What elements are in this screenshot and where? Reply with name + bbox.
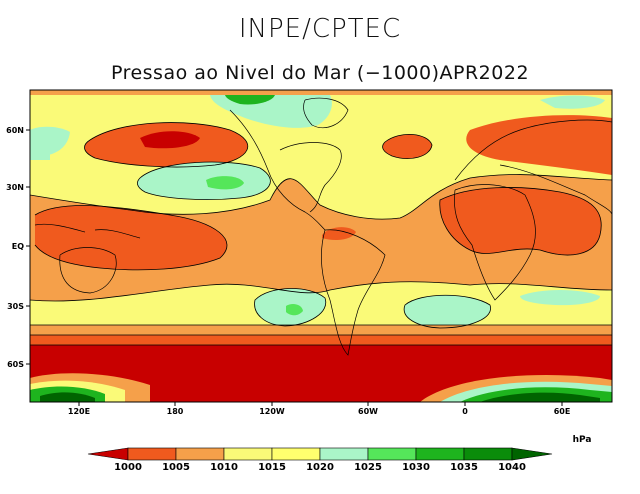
colorbar-swatch: [127, 447, 177, 461]
lat-label-30n: 30N: [6, 183, 24, 192]
field-1020-west-atlantic: [30, 139, 50, 160]
colorbar-label: 1035: [450, 462, 478, 473]
colorbar-label: 1005: [162, 462, 190, 473]
field-antarctic-high-east-4: [480, 392, 600, 402]
field-1005-africa: [439, 187, 602, 255]
colorbar-swatch: [319, 447, 369, 461]
lat-label-30s: 30S: [7, 302, 24, 311]
field-1010-south: [30, 325, 612, 337]
field-1000-aleutian: [140, 131, 200, 149]
lon-label-0: 0: [462, 407, 468, 416]
map-title: Pressao ao Nivel do Mar (−1000)APR2022: [110, 62, 530, 84]
lon-label-60e: 60E: [554, 407, 571, 416]
south-america-coast: [321, 229, 386, 356]
colorbar-label: 1025: [354, 462, 382, 473]
lon-label-60w: 60W: [358, 407, 378, 416]
australia-coast: [59, 247, 117, 294]
field-1020-south-indian: [520, 290, 600, 306]
field-1025-pacific-high: [206, 176, 244, 190]
lat-label-eq: EQ: [12, 242, 24, 251]
colorbar-under-triangle: [87, 447, 129, 461]
agency-title: INPE/CPTEC: [238, 14, 402, 44]
north-america-coast: [229, 109, 342, 231]
colorbar-label: 1020: [306, 462, 334, 473]
colorbar-label: 1015: [258, 462, 286, 473]
field-1025-south-pacific: [286, 303, 303, 316]
lon-label-120w: 120W: [259, 407, 285, 416]
field-1005-south: [30, 335, 612, 347]
field-1020-pacific-high: [137, 162, 271, 200]
colorbar: hPa 1000 1005 1010 1015 1020 1025 1030 1035 1040: [87, 435, 592, 473]
field-antarctic-high-west-4: [40, 392, 95, 402]
colorbar-label: 1040: [498, 462, 526, 473]
lat-label-60n: 60N: [6, 126, 24, 135]
colorbar-swatch: [175, 447, 225, 461]
lat-label-60s: 60S: [7, 360, 24, 369]
field-1005-siberia: [466, 115, 612, 175]
colorbar-swatch: [415, 447, 465, 461]
field-1020-arctic: [540, 95, 605, 109]
lat-axis: 60N 30N EQ 30S 60S: [6, 126, 30, 369]
colorbar-swatch: [223, 447, 273, 461]
colorbar-swatch: [367, 447, 417, 461]
colorbar-swatch: [271, 447, 321, 461]
africa-coast: [454, 184, 536, 301]
colorbar-unit: hPa: [573, 435, 592, 445]
pressure-field: [30, 90, 612, 402]
eurasia-coast: [454, 119, 612, 216]
field-1005-amazon: [322, 227, 356, 240]
isobars: [30, 122, 612, 346]
colorbar-label: 1010: [210, 462, 238, 473]
field-1020-south-atlantic: [404, 295, 491, 328]
field-1005-icelandic: [382, 134, 432, 159]
coastlines: [34, 97, 612, 356]
field-1005-pacific-west: [35, 205, 227, 270]
colorbar-label: 1000: [114, 462, 142, 473]
indonesia-coast: [34, 223, 141, 239]
colorbar-over-triangle: [511, 447, 553, 461]
field-1030-arctic: [225, 95, 275, 105]
colorbar-swatch: [463, 447, 513, 461]
lon-label-180: 180: [167, 407, 184, 416]
colorbar-label: 1030: [402, 462, 430, 473]
lon-axis: 120E 180 120W 60W 0 60E: [68, 402, 570, 416]
lon-label-120e: 120E: [68, 407, 90, 416]
greenland-coast: [303, 97, 349, 129]
